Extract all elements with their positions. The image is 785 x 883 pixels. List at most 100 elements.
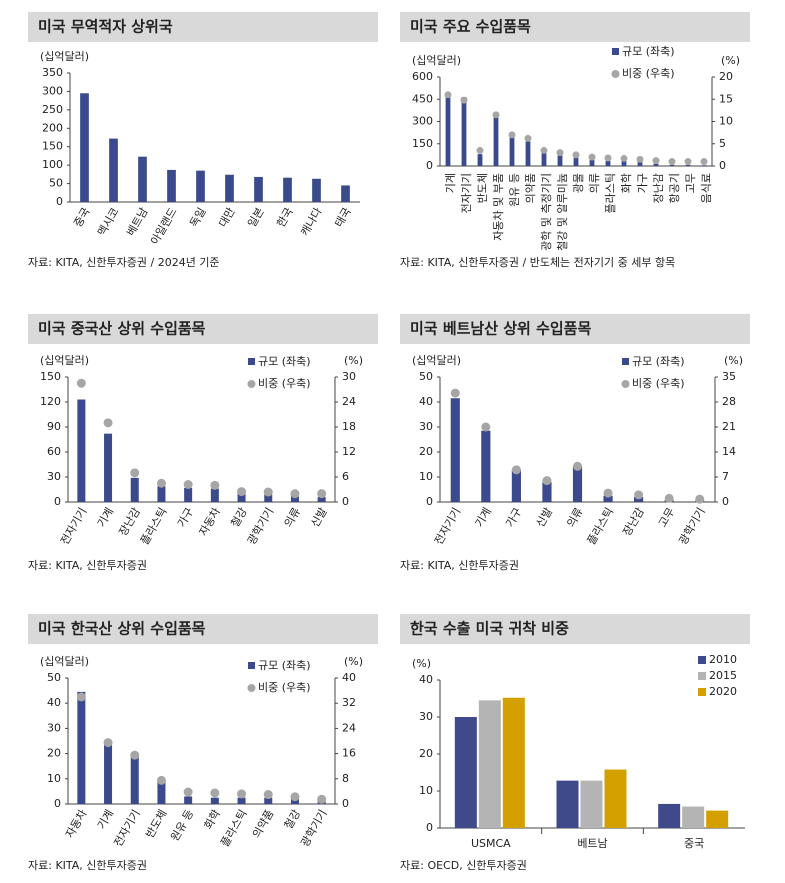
y2-tick-label: 16: [342, 747, 356, 760]
share-dot: [156, 775, 166, 785]
share-dot: [290, 489, 300, 499]
bar: [541, 151, 547, 166]
y-tick-label: 0: [426, 159, 433, 172]
y2-tick-label: 0: [719, 159, 726, 172]
x-tick-label: 중국: [684, 837, 704, 850]
bar: [653, 163, 659, 166]
source: 자료: KITA, 신한투자증권: [28, 559, 147, 572]
bar: [509, 137, 515, 166]
bar: [685, 164, 691, 166]
y-tick-label: 20: [47, 747, 61, 760]
bar: [493, 116, 499, 166]
bar: [130, 477, 139, 502]
chart-title: 미국 무역적자 상위국: [38, 18, 173, 36]
share-dot: [263, 487, 273, 497]
y-tick-label: 50: [419, 370, 433, 383]
share-dot: [700, 158, 708, 166]
bar: [312, 178, 321, 202]
y2-tick-label: 30: [342, 370, 356, 383]
bar: [254, 176, 263, 202]
x-tick-label: 의약품: [249, 807, 276, 840]
y-tick-label: 350: [42, 66, 63, 79]
y-tick-label: 300: [412, 115, 433, 128]
y-tick-label: 20: [419, 747, 433, 760]
x-tick-label: 베트남: [577, 837, 607, 850]
y2-tick-label: 5: [719, 137, 726, 150]
legend-swatch: [611, 70, 620, 78]
x-tick-label: 음식료: [700, 173, 713, 203]
y-tick-label: 90: [47, 420, 61, 433]
bar: [461, 97, 467, 166]
x-tick-label: 가구: [636, 173, 649, 193]
legend-swatch: [248, 662, 255, 669]
y-tick-label: 10: [47, 772, 61, 785]
bar: [210, 488, 219, 502]
y2-tick-label: 6: [342, 470, 349, 483]
share-dot: [540, 146, 548, 154]
bar: [237, 493, 246, 502]
share-dot: [76, 692, 86, 702]
legend-label: 비중 (우축): [258, 377, 311, 390]
share-dot: [460, 96, 468, 104]
x-tick-label: USMCA: [471, 837, 511, 850]
bar: [138, 156, 147, 202]
x-tick-label: 가구: [175, 506, 196, 530]
x-tick-label: 전자기기: [460, 173, 473, 213]
y-tick-label: 600: [412, 70, 433, 83]
x-tick-label: 광학기기: [245, 506, 277, 548]
bar: [634, 497, 644, 502]
x-tick-label: 태국: [332, 206, 353, 230]
title-bar: [28, 314, 378, 344]
x-tick-label: 화학: [202, 808, 223, 832]
y-tick-label: 0: [56, 195, 63, 208]
x-tick-label: 전자기기: [432, 506, 464, 548]
y-tick-label: 40: [419, 395, 433, 408]
title-bar: [400, 314, 750, 344]
y-tick-label: 0: [54, 495, 61, 508]
share-dot: [652, 157, 660, 165]
legend-swatch: [247, 380, 256, 388]
legend-label: 규모 (좌축): [622, 45, 675, 58]
share-dot: [634, 490, 644, 500]
y-tick-label: 150: [42, 140, 63, 153]
bar: [80, 93, 89, 202]
bar: [556, 780, 579, 828]
share-dot: [481, 422, 491, 432]
bar: [450, 398, 460, 502]
source: 자료: KITA, 신한투자증권: [28, 859, 147, 872]
bar: [196, 170, 205, 202]
bar: [184, 796, 193, 804]
legend-label: 규모 (좌축): [632, 355, 685, 368]
y-tick-label: 10: [419, 784, 433, 797]
source: 자료: KITA, 신한투자증권 / 반도체는 전자기기 중 세부 항목: [400, 256, 675, 269]
x-tick-label: 철강 및 알루미늄: [555, 173, 569, 251]
bar: [478, 700, 501, 828]
title-bar: [28, 12, 378, 42]
x-tick-label: 한국: [274, 206, 295, 230]
bar: [317, 497, 326, 502]
legend-swatch: [698, 656, 706, 664]
legend-swatch: [247, 684, 256, 692]
y-tick-label: 50: [47, 671, 61, 684]
legend-label: 규모 (좌축): [258, 355, 311, 368]
share-dot: [103, 418, 113, 428]
bar: [157, 781, 166, 804]
legend-label: 2020: [709, 685, 737, 698]
share-dot: [511, 465, 521, 475]
share-dot: [668, 158, 676, 166]
legend-swatch: [698, 688, 706, 696]
y2-tick-label: 28: [722, 395, 736, 408]
bar: [264, 494, 273, 502]
x-tick-label: 일본: [244, 205, 266, 230]
bar: [237, 797, 246, 804]
x-tick-label: 광학기기: [676, 506, 708, 548]
share-dot: [183, 787, 193, 797]
y-tick-label: 50: [49, 177, 63, 190]
y-tick-label: 40: [47, 696, 61, 709]
y2-axis-label: (%): [721, 54, 740, 67]
x-tick-label: 철강: [228, 506, 249, 530]
share-dot: [130, 750, 140, 760]
bar: [481, 430, 491, 502]
x-tick-label: 자동차: [63, 808, 89, 841]
